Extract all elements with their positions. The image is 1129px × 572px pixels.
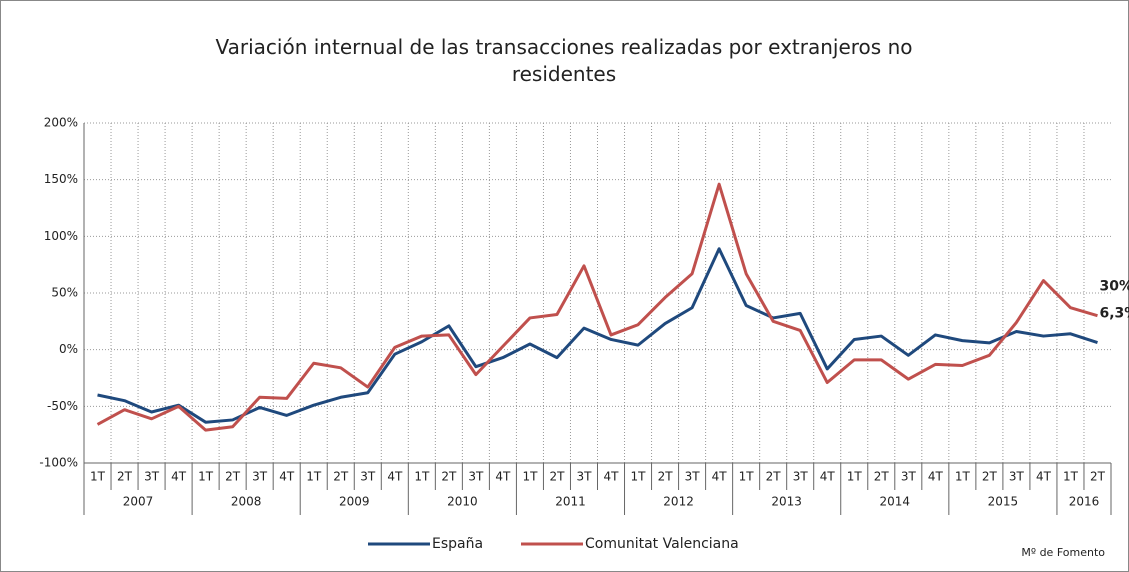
x-tick-label: 1T — [1063, 470, 1079, 484]
source: Mº de Fomento — [1021, 546, 1105, 559]
x-tick-label: 3T — [577, 470, 593, 484]
y-tick-label: 0% — [59, 342, 78, 356]
x-tick-label: 3T — [685, 470, 701, 484]
y-tick-label: 50% — [51, 286, 78, 300]
x-group-label: 2014 — [880, 495, 911, 509]
series-line — [96, 182, 1098, 432]
x-group-label: 2008 — [231, 495, 262, 509]
y-tick-label: 200% — [44, 116, 78, 130]
x-group-label: 2012 — [663, 495, 694, 509]
x-group-label: 2013 — [771, 495, 802, 509]
x-tick-label: 2T — [982, 470, 998, 484]
x-tick-label: 1T — [955, 470, 971, 484]
legend-label: Comunitat Valenciana — [585, 536, 739, 552]
x-tick-label: 2T — [874, 470, 890, 484]
x-tick-label: 4T — [604, 470, 620, 484]
data-label: 30% — [1099, 279, 1129, 295]
x-tick-label: 1T — [414, 470, 430, 484]
x-tick-label: 2T — [225, 470, 241, 484]
y-tick-label: 150% — [44, 172, 78, 186]
x-tick-label: 2T — [549, 470, 565, 484]
x-group-label: 2016 — [1069, 495, 1100, 509]
x-tick-label: 1T — [847, 470, 863, 484]
x-tick-label: 1T — [306, 470, 322, 484]
legend-label: España — [432, 536, 483, 552]
x-tick-label: 1T — [739, 470, 755, 484]
x-tick-label: 1T — [631, 470, 647, 484]
x-tick-label: 4T — [171, 470, 187, 484]
x-tick-label: 4T — [820, 470, 836, 484]
x-tick-label: 3T — [468, 470, 484, 484]
chart-title: Variación internual de las transacciones… — [215, 35, 913, 86]
x-tick-label: 3T — [1009, 470, 1025, 484]
x-tick-label: 2T — [658, 470, 674, 484]
x-tick-label: 4T — [1036, 470, 1052, 484]
x-tick-label: 4T — [495, 470, 511, 484]
x-tick-label: 3T — [360, 470, 376, 484]
y-tick-label: 100% — [44, 229, 78, 243]
x-tick-label: 4T — [712, 470, 728, 484]
y-tick-label: -100% — [39, 456, 78, 470]
x-tick-label: 2T — [441, 470, 457, 484]
x-tick-label: 3T — [252, 470, 268, 484]
y-tick-label: -50% — [47, 399, 78, 413]
x-tick-label: 2T — [117, 470, 133, 484]
x-group-label: 2015 — [988, 495, 1019, 509]
x-tick-label: 3T — [901, 470, 917, 484]
x-tick-label: 1T — [522, 470, 538, 484]
x-tick-label: 3T — [793, 470, 809, 484]
x-tick-label: 4T — [387, 470, 403, 484]
x-group-label: 2010 — [447, 495, 478, 509]
x-tick-label: 3T — [144, 470, 160, 484]
data-label: 6,3% — [1099, 306, 1129, 322]
x-tick-label: 1T — [198, 470, 214, 484]
x-tick-label: 2T — [333, 470, 349, 484]
x-group-label: 2007 — [123, 495, 154, 509]
x-tick-label: 4T — [279, 470, 295, 484]
x-tick-label: 1T — [90, 470, 106, 484]
series-line — [97, 247, 1098, 424]
x-group-label: 2011 — [555, 495, 586, 509]
x-tick-label: 4T — [928, 470, 944, 484]
x-tick-label: 2T — [766, 470, 782, 484]
x-group-label: 2009 — [339, 495, 370, 509]
x-tick-label: 2T — [1090, 470, 1106, 484]
